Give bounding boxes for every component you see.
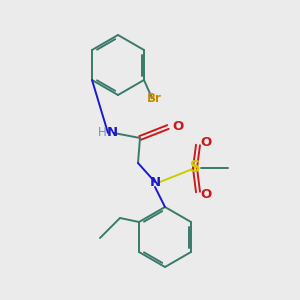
Text: H: H (98, 127, 106, 140)
Text: N: N (149, 176, 161, 188)
Text: Br: Br (147, 92, 162, 104)
Text: O: O (172, 121, 183, 134)
Text: O: O (200, 136, 211, 148)
Text: N: N (106, 127, 118, 140)
Text: S: S (190, 160, 200, 175)
Text: O: O (200, 188, 211, 202)
